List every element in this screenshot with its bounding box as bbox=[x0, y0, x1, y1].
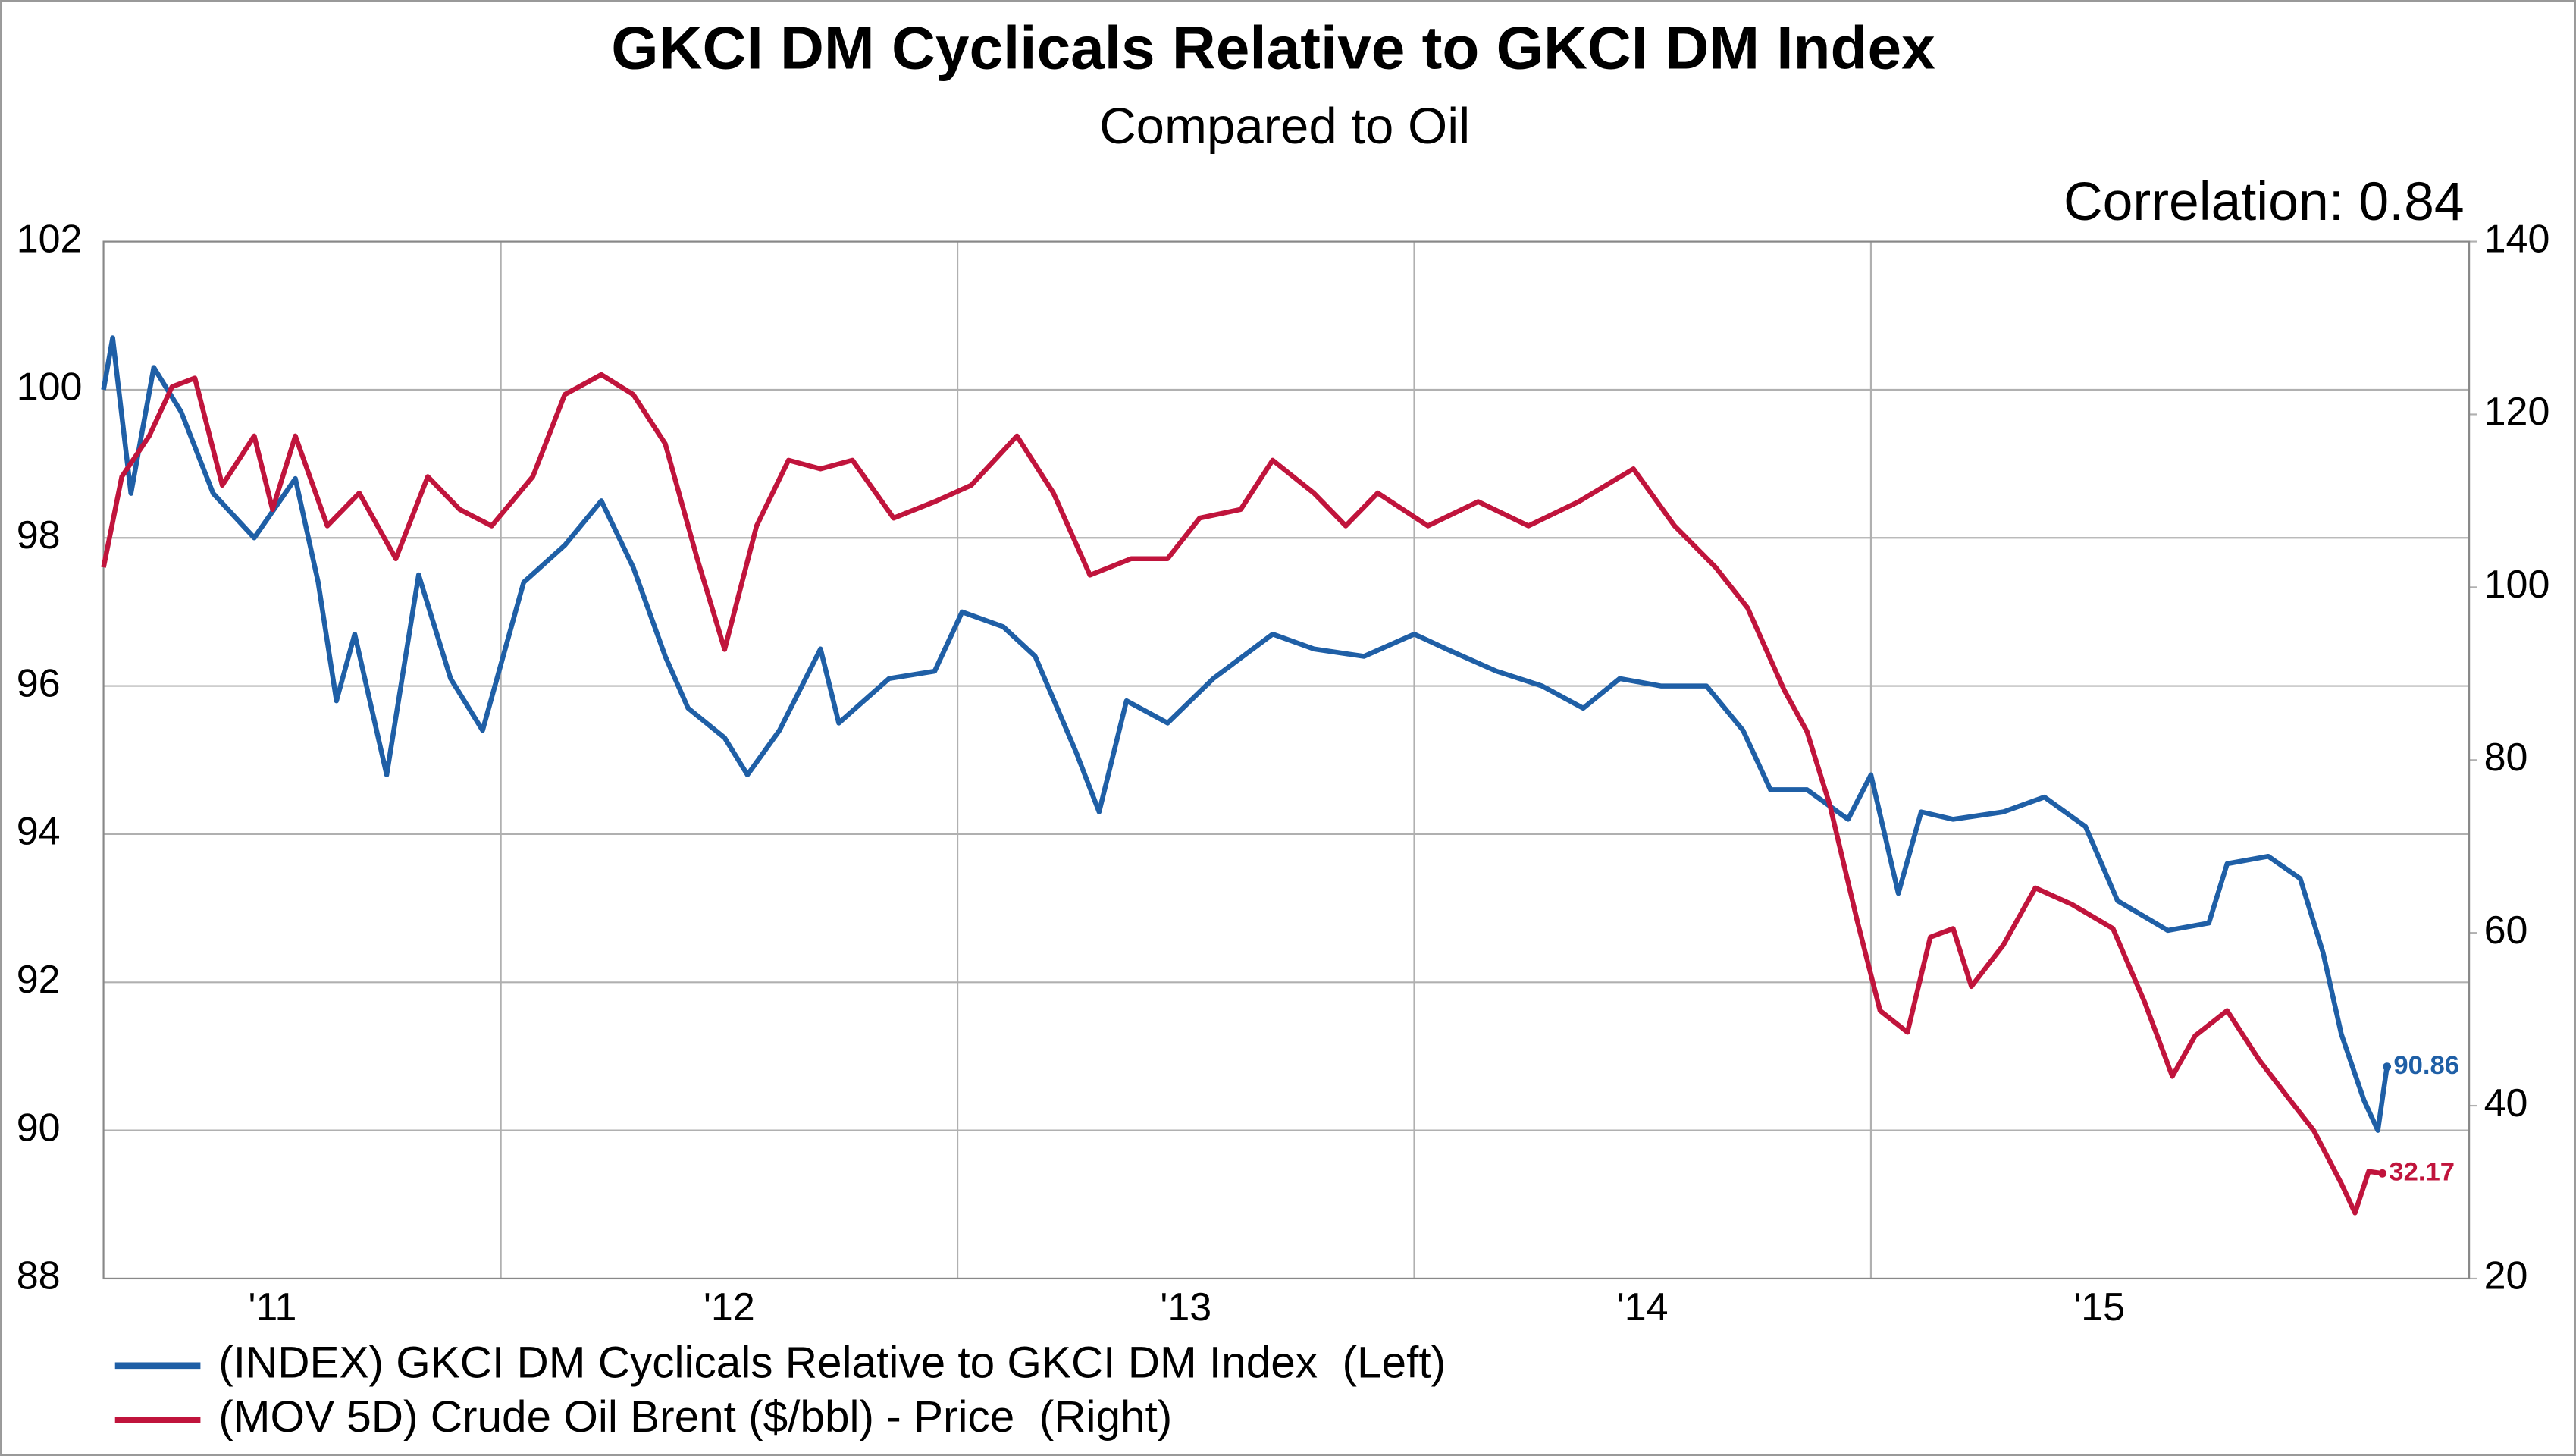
end-value-label: 90.86 bbox=[2393, 1051, 2459, 1080]
y-tick-label: 88 bbox=[17, 1254, 61, 1298]
y-tick-label: 90 bbox=[17, 1106, 61, 1150]
chart-subtitle: Compared to Oil bbox=[1099, 98, 1470, 155]
chart-title: GKCI DM Cyclicals Relative to GKCI DM In… bbox=[611, 14, 1935, 82]
y-tick-label: 94 bbox=[17, 810, 61, 854]
x-tick-label: '15 bbox=[2073, 1285, 2125, 1329]
plot-area bbox=[102, 240, 2471, 1280]
legend-label: (INDEX) GKCI DM Cyclicals Relative to GK… bbox=[218, 1338, 1446, 1387]
y2-tick-label: 100 bbox=[2484, 563, 2550, 607]
y-tick-label: 96 bbox=[17, 661, 61, 705]
x-tick-label: '12 bbox=[704, 1285, 755, 1329]
y2-tick-label: 60 bbox=[2484, 908, 2528, 952]
annotation: Correlation: 0.84 bbox=[2064, 171, 2465, 232]
end-value-label: 32.17 bbox=[2389, 1157, 2455, 1186]
legend-label: (MOV 5D) Crude Oil Brent ($/bbl) - Price… bbox=[218, 1392, 1172, 1442]
y2-tick-label: 120 bbox=[2484, 390, 2550, 434]
x-tick-label: '11 bbox=[248, 1285, 296, 1329]
y-tick-label: 102 bbox=[17, 217, 83, 261]
y-tick-label: 100 bbox=[17, 366, 83, 410]
end-point bbox=[2378, 1169, 2387, 1178]
end-point bbox=[2383, 1062, 2392, 1072]
x-tick-label: '13 bbox=[1160, 1285, 1211, 1329]
y2-tick-label: 20 bbox=[2484, 1254, 2528, 1298]
y2-tick-label: 140 bbox=[2484, 217, 2550, 261]
y-tick-label: 98 bbox=[17, 513, 61, 557]
y2-tick-label: 40 bbox=[2484, 1081, 2528, 1125]
x-tick-label: '14 bbox=[1617, 1285, 1669, 1329]
series-line bbox=[101, 335, 2390, 1133]
y2-tick-label: 80 bbox=[2484, 736, 2528, 780]
series-line bbox=[101, 372, 2383, 1216]
y-tick-label: 92 bbox=[17, 958, 61, 1002]
